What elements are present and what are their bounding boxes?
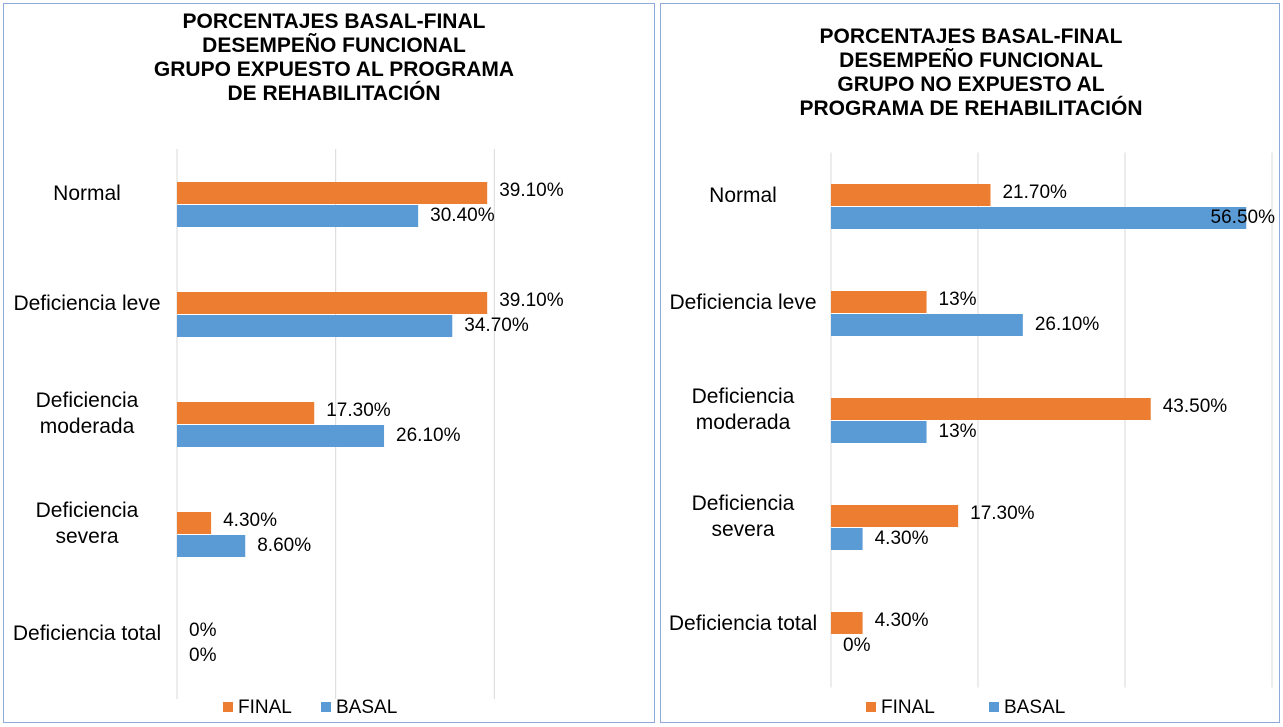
- bar: [177, 535, 246, 557]
- value-label: 0%: [843, 635, 871, 656]
- value-label: 56.50%: [1211, 207, 1276, 228]
- chart-panel: 21.70% 56.50% 13% 26.10% 43.50% 13% 17.30% 4.30…: [660, 3, 1280, 723]
- value-label: 4.30%: [223, 510, 277, 531]
- category-label: Deficiencia moderada: [35, 389, 139, 438]
- bar: [831, 207, 1247, 229]
- chart: 39.10%30.40%39.10%34.70%17.30%26.10%4.30…: [176, 149, 564, 718]
- value-label: 26.10%: [396, 425, 461, 446]
- category-label: Deficiencia total: [12, 622, 162, 645]
- value-label: 39.10%: [499, 290, 564, 311]
- bar: [177, 512, 212, 534]
- chart: 21.70% 56.50% 13% 26.10% 43.50% 13% 17.30% 4.30…: [830, 152, 1276, 718]
- bar: [177, 182, 488, 204]
- value-label: 0%: [189, 620, 217, 641]
- value-label: 4.30%: [875, 528, 929, 549]
- value-label: 4.30%: [875, 610, 929, 631]
- legend-swatch: [989, 702, 999, 712]
- legend-swatch: [866, 702, 876, 712]
- legend-label: BASAL: [336, 697, 397, 718]
- category-label: Normal: [709, 184, 777, 207]
- bar: [831, 184, 991, 206]
- value-label: 43.50%: [1163, 396, 1228, 417]
- bar: [831, 528, 863, 550]
- value-label: 30.40%: [430, 205, 495, 226]
- bar: [177, 205, 419, 227]
- category-label: Deficiencia severa: [691, 492, 795, 541]
- value-label: 34.70%: [464, 315, 529, 336]
- value-label: 8.60%: [257, 535, 311, 556]
- bar: [177, 402, 315, 424]
- value-label: 13%: [939, 421, 977, 442]
- bar: [177, 425, 385, 447]
- value-label: 17.30%: [970, 503, 1035, 524]
- category-label: Deficiencia moderada: [691, 385, 795, 434]
- legend-label: FINAL: [238, 697, 292, 718]
- chart-panel: 39.10% 30.40% 39.10% 34.70% 17.30% 26.10% 4.30…: [3, 3, 655, 723]
- value-label: 39.10%: [499, 180, 564, 201]
- category-label: Normal: [53, 182, 121, 205]
- category-label: Deficiencia severa: [35, 499, 139, 548]
- bar: [831, 612, 863, 634]
- legend-label: BASAL: [1004, 697, 1065, 718]
- category-label: Deficiencia leve: [13, 292, 161, 315]
- category-label: Deficiencia total: [668, 612, 818, 635]
- bar: [831, 505, 959, 527]
- value-label: 13%: [939, 289, 977, 310]
- chart-title: PORCENTAJES BASAL-FINAL DESEMPEÑO FUNCIO…: [153, 10, 515, 105]
- legend-label: FINAL: [881, 697, 935, 718]
- legend-swatch: [321, 702, 331, 712]
- bar: [831, 421, 927, 443]
- bar: [831, 398, 1151, 420]
- value-label: 21.70%: [1002, 182, 1067, 203]
- value-label: 0%: [189, 645, 217, 666]
- value-label: 26.10%: [1035, 314, 1100, 335]
- bar: [177, 315, 453, 337]
- bar: [831, 291, 927, 313]
- bar: [831, 314, 1023, 336]
- category-label: Deficiencia leve: [669, 291, 817, 314]
- bar: [177, 292, 488, 314]
- legend-swatch: [223, 702, 233, 712]
- value-label: 17.30%: [326, 400, 391, 421]
- chart-title: PORCENTAJES BASAL-FINAL DESEMPEÑO FUNCIO…: [799, 25, 1143, 120]
